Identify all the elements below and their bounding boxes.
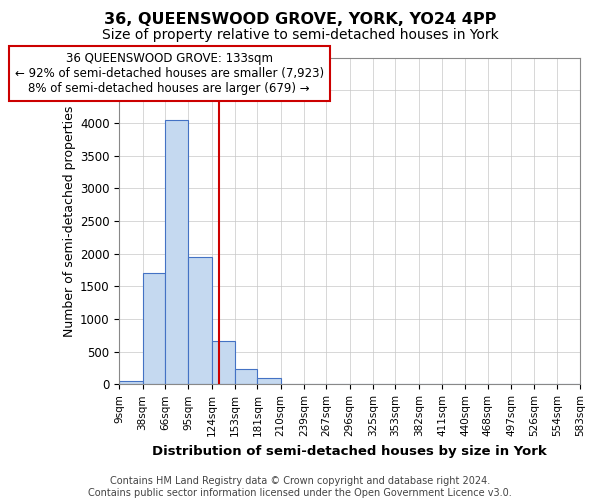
Text: Size of property relative to semi-detached houses in York: Size of property relative to semi-detach… (101, 28, 499, 42)
Text: 36 QUEENSWOOD GROVE: 133sqm
← 92% of semi-detached houses are smaller (7,923)
8%: 36 QUEENSWOOD GROVE: 133sqm ← 92% of sem… (14, 52, 323, 96)
Text: Contains HM Land Registry data © Crown copyright and database right 2024.
Contai: Contains HM Land Registry data © Crown c… (88, 476, 512, 498)
Bar (235, 369, 257, 384)
Text: 36, QUEENSWOOD GROVE, YORK, YO24 4PP: 36, QUEENSWOOD GROVE, YORK, YO24 4PP (104, 12, 496, 28)
Bar (143, 273, 165, 384)
Bar (119, 380, 143, 384)
Bar (257, 378, 281, 384)
X-axis label: Distribution of semi-detached houses by size in York: Distribution of semi-detached houses by … (152, 444, 547, 458)
Bar (165, 120, 188, 384)
Y-axis label: Number of semi-detached properties: Number of semi-detached properties (63, 105, 76, 336)
Bar (188, 257, 212, 384)
Bar (212, 340, 235, 384)
